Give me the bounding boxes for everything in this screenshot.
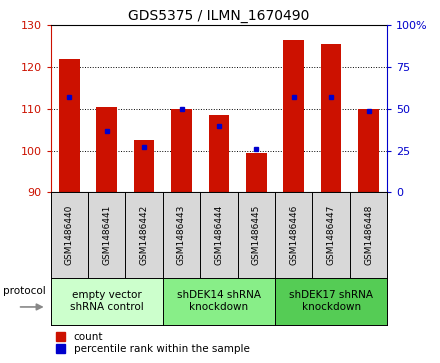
Text: protocol: protocol [3, 286, 45, 296]
Bar [246, 153, 267, 192]
Bar [321, 44, 341, 192]
Bar [96, 107, 117, 192]
Bar [171, 109, 192, 192]
Title: GDS5375 / ILMN_1670490: GDS5375 / ILMN_1670490 [128, 9, 310, 23]
Text: GSM1486446: GSM1486446 [289, 205, 298, 265]
Text: GSM1486445: GSM1486445 [252, 205, 261, 265]
Bar [59, 59, 80, 192]
Text: GSM1486441: GSM1486441 [102, 205, 111, 265]
Text: shDEK17 shRNA
knockdown: shDEK17 shRNA knockdown [289, 290, 373, 312]
Text: GSM1486442: GSM1486442 [139, 205, 149, 265]
Legend: count, percentile rank within the sample: count, percentile rank within the sample [56, 332, 249, 354]
Text: empty vector
shRNA control: empty vector shRNA control [70, 290, 143, 312]
Text: GSM1486443: GSM1486443 [177, 205, 186, 265]
Text: GSM1486444: GSM1486444 [214, 205, 224, 265]
Bar [209, 115, 229, 192]
Text: GSM1486447: GSM1486447 [326, 205, 336, 265]
Text: GSM1486440: GSM1486440 [65, 205, 74, 265]
Text: GSM1486448: GSM1486448 [364, 205, 373, 265]
Bar [134, 140, 154, 192]
Bar [358, 109, 379, 192]
Bar [283, 40, 304, 192]
Text: shDEK14 shRNA
knockdown: shDEK14 shRNA knockdown [177, 290, 261, 312]
